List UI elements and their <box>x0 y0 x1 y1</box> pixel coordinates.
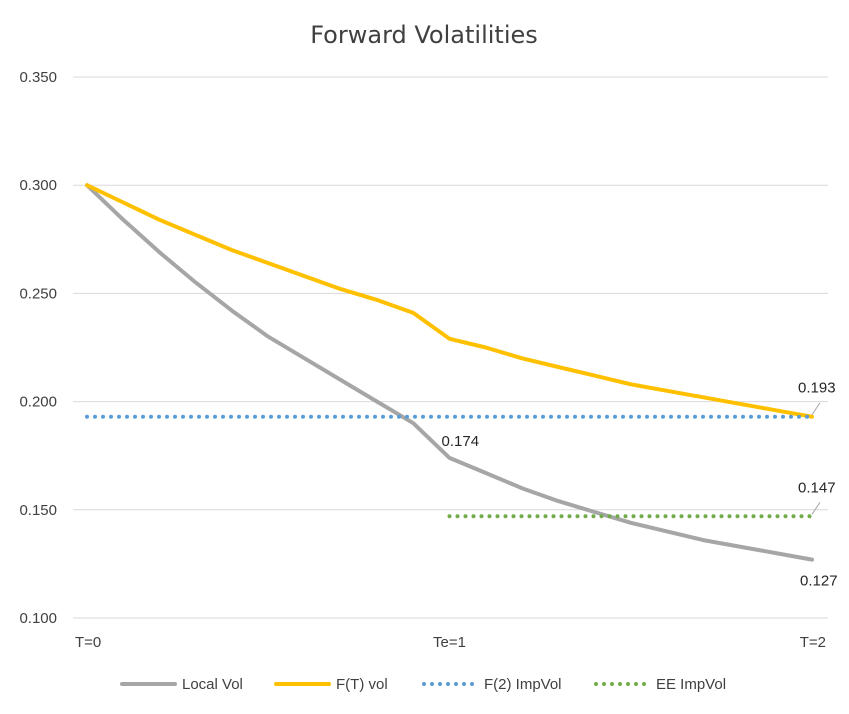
legend-label: EE ImpVol <box>656 676 726 693</box>
legend-label: Local Vol <box>182 676 243 693</box>
chart-title: Forward Volatilities <box>310 21 538 49</box>
legend-label: F(2) ImpVol <box>484 676 562 693</box>
data-label-leader-line <box>811 402 821 416</box>
data-label: 0.193 <box>798 380 836 397</box>
x-tick-label: T=0 <box>75 634 101 651</box>
data-label: 0.174 <box>442 433 480 450</box>
x-tick-label: Te=1 <box>433 634 466 651</box>
y-tick-label: 0.100 <box>19 610 57 627</box>
data-label: 0.147 <box>798 479 836 496</box>
y-tick-label: 0.250 <box>19 285 57 302</box>
y-tick-label: 0.300 <box>19 177 57 194</box>
x-tick-label: T=2 <box>800 634 826 651</box>
y-tick-label: 0.350 <box>19 69 57 86</box>
series-line-f-t-vol <box>85 183 814 419</box>
data-label-leader-line <box>811 502 821 515</box>
series-line-local-vol <box>85 183 814 562</box>
y-tick-label: 0.200 <box>19 394 57 411</box>
y-tick-label: 0.150 <box>19 502 57 519</box>
legend-label: F(T) vol <box>336 676 388 693</box>
data-label: 0.127 <box>800 573 838 590</box>
